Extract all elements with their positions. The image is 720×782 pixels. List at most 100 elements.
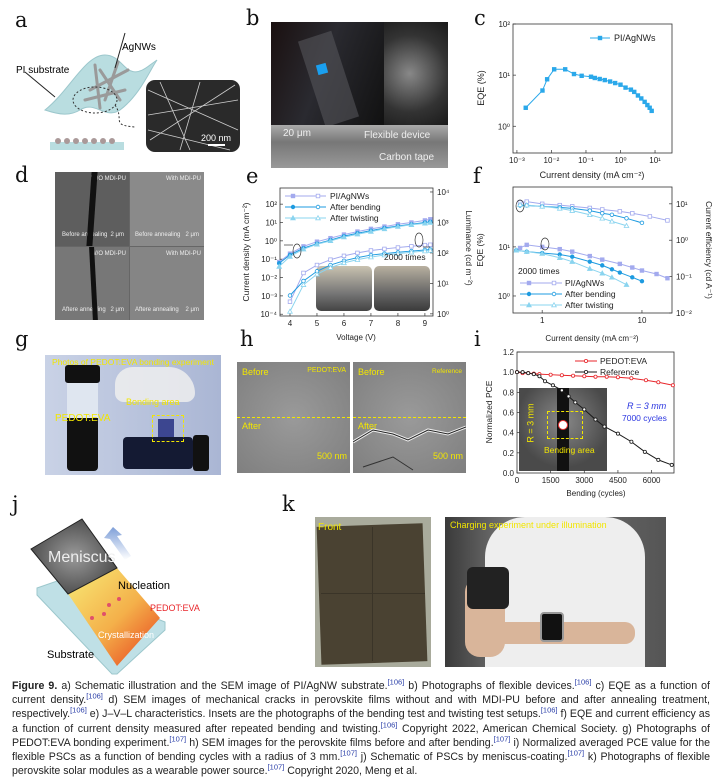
chart-e-annotation: 2000 times xyxy=(384,252,426,262)
caption-reference[interactable]: [106] xyxy=(574,677,592,687)
y-tick-label: 10² xyxy=(265,200,277,209)
data-point xyxy=(537,374,542,379)
data-point xyxy=(639,220,645,226)
axis-indicator-ellipse xyxy=(292,243,302,259)
series-line xyxy=(525,68,653,112)
x-tick-label: 8 xyxy=(396,319,401,328)
data-point xyxy=(515,370,520,375)
data-point xyxy=(531,371,536,376)
data-point xyxy=(421,220,428,226)
bending-setup-inset-photo: R = 3 mm Bending area xyxy=(519,388,607,471)
data-point xyxy=(632,89,637,95)
panel-label-c: c xyxy=(474,6,486,30)
legend-marker xyxy=(526,280,532,286)
data-point xyxy=(524,242,529,248)
data-point xyxy=(355,255,360,260)
data-point xyxy=(513,247,520,253)
x-tick-label: 10 xyxy=(638,316,647,325)
chart-e-legend-label: PI/AgNWs xyxy=(330,191,369,201)
data-point xyxy=(618,82,623,87)
chart-f: 1 10 10⁰ 10¹ 10⁻² 10⁻¹ 10⁰ 10¹ xyxy=(498,186,692,325)
data-point xyxy=(656,457,661,462)
caption-reference[interactable]: [106] xyxy=(540,705,558,715)
x-tick-label: 10¹ xyxy=(649,156,661,165)
data-point xyxy=(582,374,587,379)
data-point xyxy=(630,211,635,216)
data-point xyxy=(355,229,360,234)
data-point xyxy=(301,244,306,249)
y-tick-label: 10⁰ xyxy=(498,292,510,301)
data-point xyxy=(539,244,545,250)
axis-indicator-ellipse xyxy=(540,237,550,251)
sem-crack-grid: W/O MDI-PU Before annealing 2 μm With MDI-… xyxy=(55,172,204,320)
before-label: Before xyxy=(358,367,385,377)
caption-reference[interactable]: [107] xyxy=(340,748,357,758)
chart-f-ylabel: EQE (%) xyxy=(475,233,485,267)
data-point xyxy=(381,225,388,232)
y-tick-label: 1.2 xyxy=(503,348,515,357)
caption-reference[interactable]: [107] xyxy=(493,734,511,744)
caption-reference[interactable]: [106] xyxy=(86,691,103,701)
data-point xyxy=(557,252,562,257)
data-point xyxy=(623,222,630,228)
data-point xyxy=(301,278,306,284)
data-point xyxy=(557,246,562,252)
legend-marker xyxy=(584,358,589,363)
data-point xyxy=(569,258,576,264)
caption-reference[interactable]: [106] xyxy=(380,720,398,730)
y2-tick-label: 10⁴ xyxy=(437,188,450,197)
data-point xyxy=(517,245,523,251)
inset-bending-area-label: Bending area xyxy=(544,445,595,455)
y-tick-label: 10⁻³ xyxy=(261,292,277,301)
data-point xyxy=(408,221,415,227)
data-point xyxy=(328,237,333,243)
chart-f-legend-label: After twisting xyxy=(565,300,614,310)
pedot-eva-label: PEDOT:EVA xyxy=(150,603,200,613)
data-point xyxy=(656,380,661,385)
data-point xyxy=(629,376,634,381)
plot-frame xyxy=(512,186,673,314)
meniscus-coating-schematic xyxy=(30,518,166,675)
data-point xyxy=(557,202,562,208)
sem-reference: Before Reference After 500 nm xyxy=(353,362,466,473)
caption-reference[interactable]: [106] xyxy=(70,705,87,715)
caption-reference[interactable]: [107] xyxy=(169,734,187,744)
data-point xyxy=(395,250,401,255)
y-tick-label: 0.4 xyxy=(503,429,515,438)
data-point xyxy=(395,223,401,229)
bonding-area-label: Bonding area xyxy=(126,397,180,407)
data-point xyxy=(526,371,531,376)
data-point xyxy=(409,244,414,249)
data-point xyxy=(382,246,387,252)
panel-label-h: h xyxy=(240,327,254,351)
data-point xyxy=(569,207,576,213)
sem-scale-label: 2 μm xyxy=(185,232,199,238)
caption-segment: d) SEM images of mechanical cracks in pe… xyxy=(12,694,710,721)
data-point xyxy=(570,206,575,211)
y-tick-label: 1.0 xyxy=(503,368,515,377)
chart-i-annotation-radius: R = 3 mm xyxy=(627,401,667,411)
data-point xyxy=(368,252,374,258)
data-point xyxy=(579,73,584,79)
caption-reference[interactable]: [107] xyxy=(567,748,585,758)
data-point xyxy=(548,372,553,377)
data-point xyxy=(422,218,428,223)
sem-sample-label: With MDI-PU xyxy=(166,176,201,182)
data-point xyxy=(628,87,634,92)
data-point xyxy=(394,223,401,229)
caption-segment: f) EQE and current efficiency as a funct… xyxy=(12,708,710,735)
caption-reference[interactable]: [106] xyxy=(387,677,405,687)
data-point xyxy=(587,205,592,211)
caption-reference[interactable]: [107] xyxy=(267,762,285,772)
substrate-label: Substrate xyxy=(47,649,95,661)
bonding-photo-title: Photos of PEDOT:EVA bonding experiment xyxy=(52,357,214,367)
data-point xyxy=(526,371,531,376)
data-point xyxy=(409,248,414,254)
caption-segment: Copyright 2020, Meng et al. xyxy=(284,765,418,778)
agnws-label: AgNWs xyxy=(122,42,156,53)
data-point xyxy=(276,261,282,266)
y2-tick-label: 10³ xyxy=(437,218,449,227)
solar-module-front-photo: Front xyxy=(315,517,431,667)
series-line xyxy=(519,201,668,221)
panel-label-i: i xyxy=(474,327,481,351)
